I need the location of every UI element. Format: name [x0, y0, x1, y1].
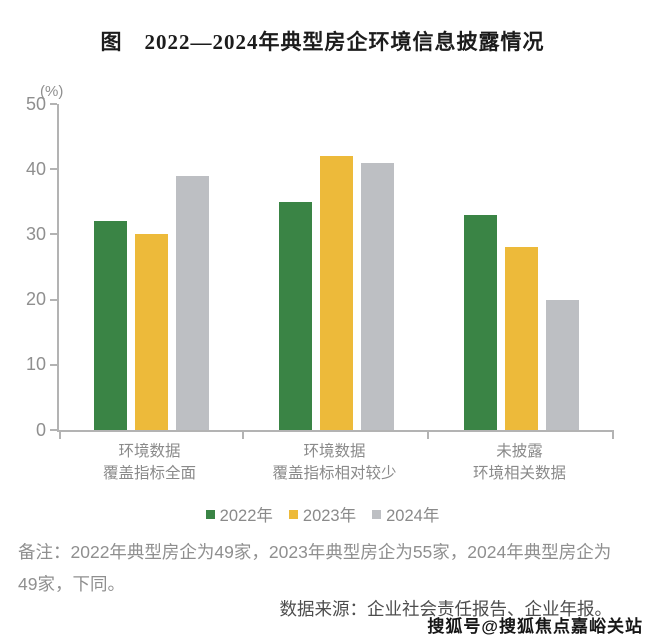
y-axis-tick-label: 50 [25, 93, 46, 114]
source-text: 数据来源：企业社会责任报告、企业年报。 [279, 599, 613, 619]
plot-area: 0 10 20 30 40 50 [26, 94, 614, 440]
legend-swatch [372, 509, 382, 519]
x-axis-tick [59, 432, 61, 439]
legend-label: 2024年 [386, 507, 440, 525]
bar-2023年-group2 [320, 156, 353, 430]
legend-label: 2023年 [302, 507, 357, 525]
x-axis-category-label: 未披露 环境相关数据 [472, 443, 566, 482]
x-axis-tick [242, 432, 244, 439]
legend: 2022年 2023年 2024年 [0, 502, 645, 526]
y-axis-tick [50, 363, 57, 366]
legend-swatch [288, 509, 298, 519]
y-axis-tick-label: 10 [25, 354, 46, 375]
bar-2024年-group1 [176, 175, 209, 430]
bar-2022年-group2 [279, 201, 312, 430]
bar-2023年-group3 [505, 247, 538, 430]
bar-2022年-group1 [94, 221, 127, 430]
legend-item-2022年: 2022年 [205, 502, 273, 526]
x-axis-category-label: 环境数据 覆盖指标相对较少 [272, 443, 397, 482]
y-axis-tick [50, 298, 57, 301]
legend-item-2023年: 2023年 [288, 502, 357, 526]
x-axis-category-label: 环境数据 覆盖指标全面 [102, 443, 196, 482]
y-axis-tick [50, 233, 57, 236]
x-axis-tick [612, 432, 614, 439]
chart-title: 图 2022—2024年典型房企环境信息披露情况 [100, 30, 545, 54]
y-axis-unit-label: (%) [40, 83, 64, 100]
y-axis-tick-label: 20 [25, 289, 46, 310]
watermark-text: 搜狐号@搜狐焦点嘉峪关站 [427, 617, 643, 636]
bar-2022年-group3 [464, 214, 497, 430]
y-axis-tick-label: 40 [25, 158, 46, 179]
note-text: 备注：2022年典型房企为49家，2023年典型房企为55家，2024年典型房企… [18, 542, 612, 594]
legend-swatch [205, 509, 215, 519]
bar-2024年-group2 [361, 162, 394, 430]
bar-2024年-group3 [546, 299, 579, 430]
legend-item-2024年: 2024年 [372, 502, 439, 526]
bar-2023年-group1 [135, 234, 168, 430]
y-axis-tick-label: 30 [25, 223, 46, 244]
y-axis-tick [50, 103, 57, 105]
x-axis-tick [427, 432, 429, 439]
y-axis-tick [50, 429, 57, 431]
legend-label: 2022年 [219, 507, 273, 525]
y-axis-tick [50, 168, 57, 171]
y-axis-tick-label: 0 [35, 419, 46, 440]
